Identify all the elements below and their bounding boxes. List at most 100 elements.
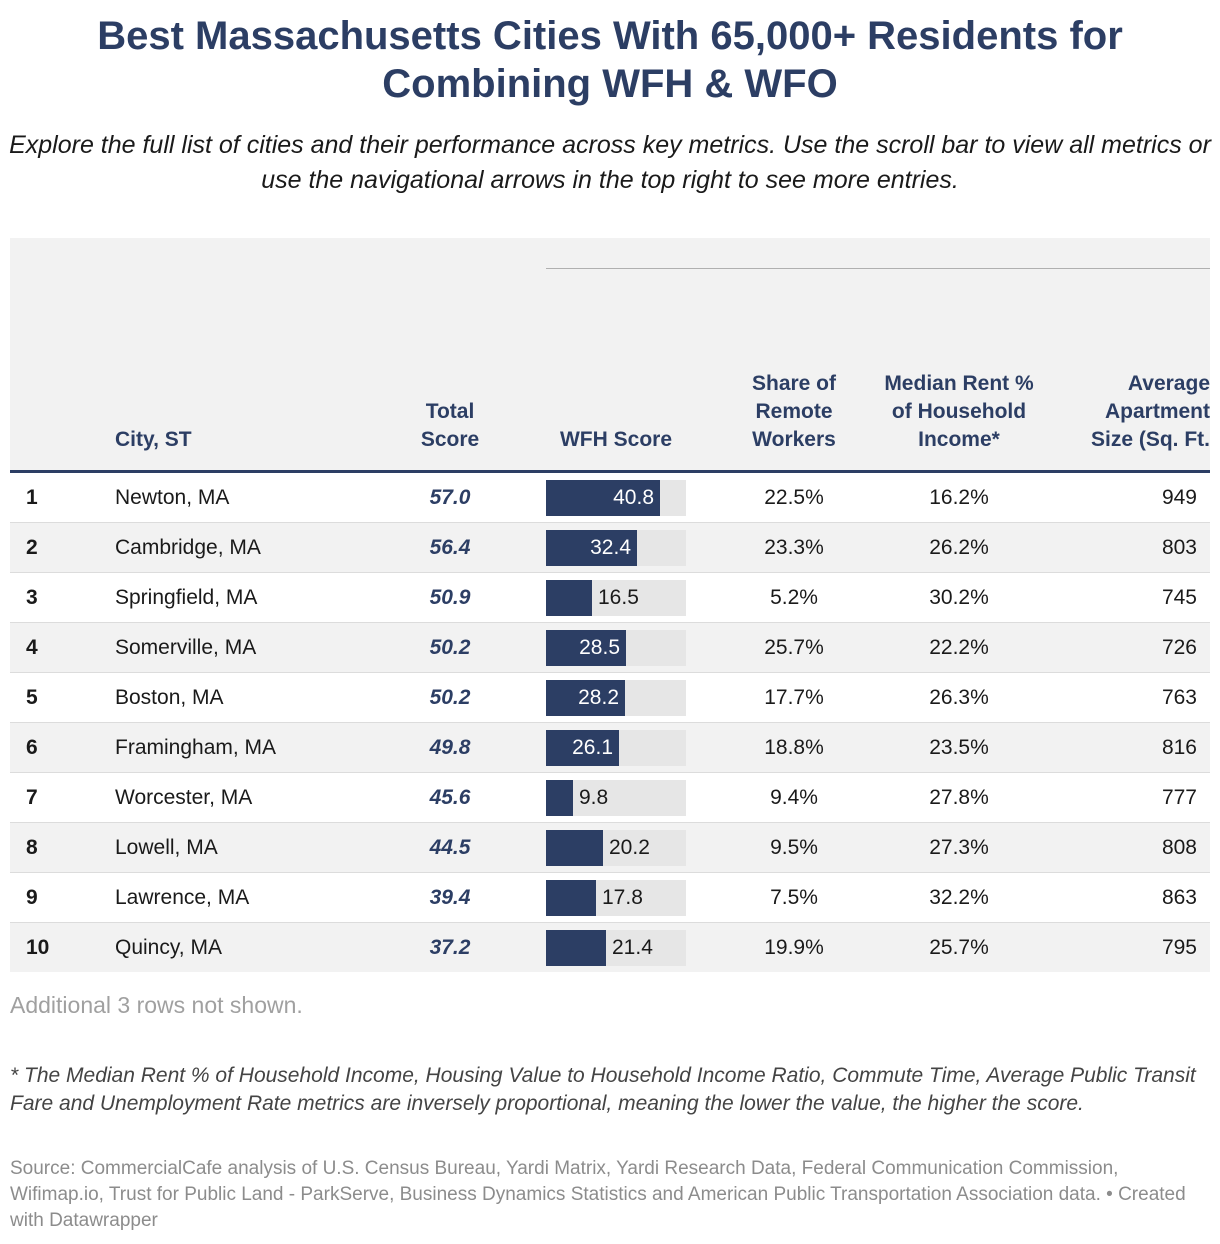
share-remote-cell: 18.8% (764, 736, 824, 759)
median-rent-cell: 30.2% (929, 586, 989, 609)
wfh-bar (546, 530, 637, 566)
city-cell: Lawrence, MA (115, 886, 250, 909)
wfh-bar-label: 32.4 (590, 536, 631, 559)
rank-cell: 1 (26, 486, 38, 509)
apartment-size-cell: 803 (1161, 536, 1197, 559)
wfh-bar-track: 17.8 (546, 880, 686, 916)
wfh-bar-label: 21.4 (612, 936, 653, 959)
total-score-cell: 39.4 (429, 886, 471, 909)
apartment-size-cell: 763 (1161, 686, 1197, 709)
total-score-cell: 56.4 (429, 536, 471, 559)
median-rent-cell: 27.8% (929, 786, 989, 809)
share-remote-cell: 9.4% (770, 786, 818, 809)
city-cell: Lowell, MA (115, 836, 218, 859)
wfh-bar (546, 930, 606, 966)
city-cell: Newton, MA (115, 486, 230, 509)
city-cell: Springfield, MA (115, 586, 258, 609)
header-total-score[interactable]: Total Score (420, 400, 480, 451)
table-row: 6 Framingham, MA 49.8 26.1 18.8% 23.5% 816 (10, 723, 1210, 773)
wfh-bar-track: 40.8 (546, 480, 686, 516)
wfh-bar-track: 28.5 (546, 630, 686, 666)
table-row: 2 Cambridge, MA 56.4 32.4 23.3% 26.2% 803 (10, 523, 1210, 573)
total-score-cell: 50.2 (429, 686, 471, 709)
apartment-size-cell: 726 (1161, 636, 1197, 659)
wfh-bar-label: 16.5 (598, 586, 639, 609)
rank-cell: 6 (26, 736, 38, 759)
wfh-bar (546, 880, 596, 916)
wfh-bar-label: 20.2 (609, 836, 650, 859)
total-score-cell: 37.2 (429, 936, 471, 959)
wfh-bar (546, 480, 660, 516)
header-city[interactable]: City, ST (115, 428, 192, 451)
rank-cell: 3 (26, 586, 38, 609)
total-score-cell: 50.9 (429, 586, 471, 609)
apartment-size-cell: 808 (1161, 836, 1197, 859)
median-rent-cell: 22.2% (929, 636, 989, 659)
wfh-bar-track: 16.5 (546, 580, 686, 616)
total-score-cell: 49.8 (429, 736, 471, 759)
city-cell: Boston, MA (115, 686, 224, 709)
median-rent-cell: 16.2% (929, 486, 989, 509)
wfh-bar-label: 28.2 (578, 686, 619, 709)
rank-cell: 2 (26, 536, 38, 559)
header-share-remote-workers[interactable]: Share of Remote Workers (751, 372, 837, 451)
wfh-bar-label: 26.1 (572, 736, 613, 759)
city-cell: Framingham, MA (115, 736, 277, 759)
share-remote-cell: 19.9% (764, 936, 824, 959)
median-rent-cell: 26.2% (929, 536, 989, 559)
share-remote-cell: 25.7% (764, 636, 824, 659)
median-rent-cell: 32.2% (929, 886, 989, 909)
header-apartment-size[interactable]: Average Apartment Size (Sq. Ft. (1090, 372, 1210, 451)
wfh-bar-track: 26.1 (546, 730, 686, 766)
table-row: 8 Lowell, MA 44.5 20.2 9.5% 27.3% 808 (10, 823, 1210, 873)
source-note: Source: CommercialCafe analysis of U.S. … (10, 1158, 1186, 1231)
rank-cell: 10 (26, 936, 50, 959)
city-cell: Quincy, MA (115, 936, 222, 959)
header-wfh-score[interactable]: WFH Score (559, 428, 672, 451)
city-cell: Somerville, MA (115, 636, 257, 659)
median-rent-cell: 27.3% (929, 836, 989, 859)
city-cell: Cambridge, MA (115, 536, 261, 559)
wfh-bar (546, 630, 626, 666)
apartment-size-cell: 863 (1161, 886, 1197, 909)
wfh-bar-label: 28.5 (579, 636, 620, 659)
footnote: * The Median Rent % of Household Income,… (10, 1064, 1196, 1115)
wfh-bar (546, 830, 603, 866)
rank-cell: 8 (26, 836, 38, 859)
rank-cell: 9 (26, 886, 38, 909)
table-row: 9 Lawrence, MA 39.4 17.8 7.5% 32.2% 863 (10, 873, 1210, 923)
share-remote-cell: 7.5% (770, 886, 818, 909)
wfh-bar-track: 20.2 (546, 830, 686, 866)
wfh-bar-track: 28.2 (546, 680, 686, 716)
header-median-rent[interactable]: Median Rent % of Household Income* (884, 372, 1034, 451)
wfh-bar-label: 17.8 (602, 886, 643, 909)
wfh-bar (546, 680, 625, 716)
total-score-cell: 57.0 (429, 486, 471, 509)
share-remote-cell: 17.7% (764, 686, 824, 709)
median-rent-cell: 23.5% (929, 736, 989, 759)
total-score-cell: 45.6 (429, 786, 471, 809)
table-header: City, ST Total Score WFH Score Share of … (10, 238, 1210, 473)
apartment-size-cell: 816 (1161, 736, 1197, 759)
wfh-bar (546, 580, 592, 616)
wfh-bar-track: 32.4 (546, 530, 686, 566)
table-body: 1 Newton, MA 57.0 40.8 22.5% 16.2% 949 2 Cambrid… (10, 473, 1210, 972)
city-cell: Worcester, MA (115, 786, 253, 809)
apartment-size-cell: 777 (1161, 786, 1197, 809)
data-table: City, ST Total Score WFH Score Share of … (10, 238, 1210, 972)
table-row: 7 Worcester, MA 45.6 9.8 9.4% 27.8% 777 (10, 773, 1210, 823)
column-group-divider (546, 268, 1210, 269)
rank-cell: 7 (26, 786, 38, 809)
table-row: 10 Quincy, MA 37.2 21.4 19.9% 25.7% 795 (10, 923, 1210, 972)
wfh-bar-track: 21.4 (546, 930, 686, 966)
rank-cell: 5 (26, 686, 38, 709)
share-remote-cell: 22.5% (764, 486, 824, 509)
apartment-size-cell: 745 (1161, 586, 1197, 609)
wfh-bar-track: 9.8 (546, 780, 686, 816)
apartment-size-cell: 949 (1161, 486, 1197, 509)
apartment-size-cell: 795 (1161, 936, 1197, 959)
rank-cell: 4 (26, 636, 38, 659)
table-row: 5 Boston, MA 50.2 28.2 17.7% 26.3% 763 (10, 673, 1210, 723)
share-remote-cell: 5.2% (770, 586, 818, 609)
median-rent-cell: 26.3% (929, 686, 989, 709)
